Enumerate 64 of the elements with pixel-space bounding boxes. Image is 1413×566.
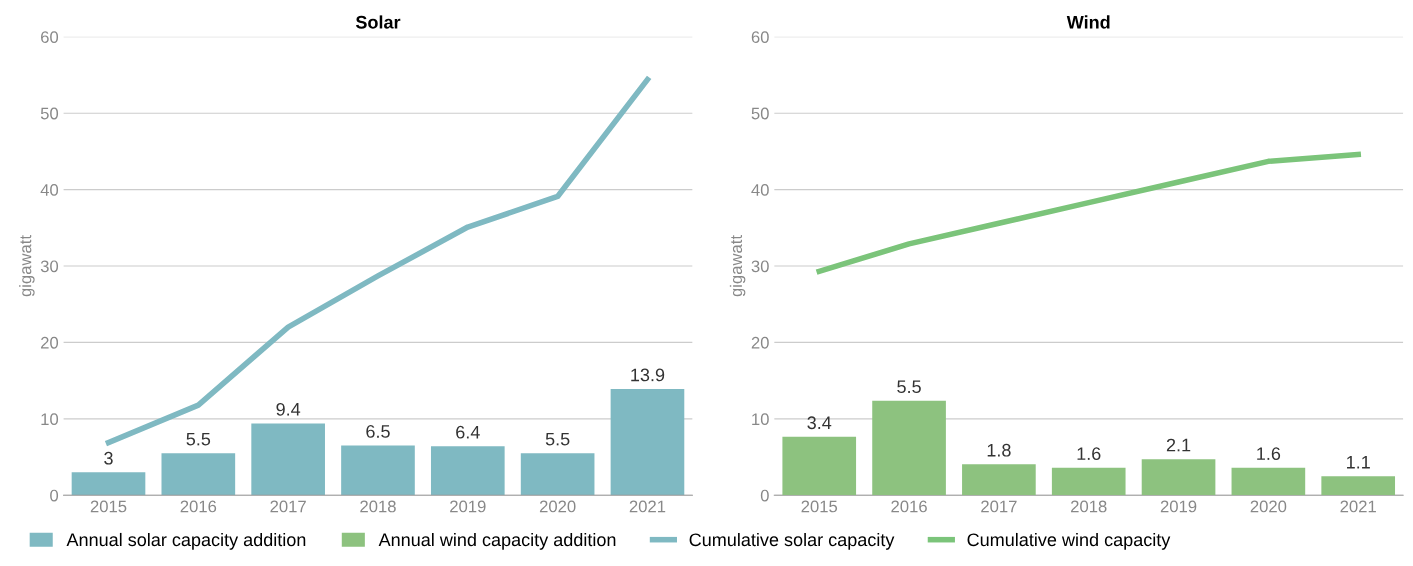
data-label: 3 [104, 451, 113, 465]
x-tick-label: 2019 [450, 500, 486, 513]
y-tick-label: 20 [41, 336, 59, 349]
x-tick-label: 2017 [981, 500, 1017, 513]
chart-title: Wind [1066, 15, 1110, 29]
data-label: 6.5 [366, 425, 390, 438]
y-tick-label: 40 [40, 184, 59, 196]
bar [872, 400, 946, 496]
data-label: 9.4 [276, 402, 301, 416]
x-tick-label: 2020 [539, 500, 576, 513]
bar [161, 453, 236, 496]
y-tick-label: 10 [752, 413, 769, 426]
legend-label: Annual wind capacity addition [378, 532, 616, 550]
chart-title: Solar [355, 15, 401, 29]
legend-label: Cumulative solar capacity [689, 532, 895, 550]
y-tick-label: 0 [50, 489, 59, 502]
x-tick-label: 2018 [1071, 500, 1107, 513]
x-tick-label: 2021 [1340, 500, 1376, 513]
x-tick-label: 2016 [891, 500, 927, 513]
bar [1321, 476, 1396, 496]
bar [520, 453, 595, 496]
x-tick-label: 2017 [270, 500, 306, 513]
data-label: 5.5 [545, 432, 570, 446]
y-tick-label: 50 [751, 107, 769, 120]
data-label: 6.4 [456, 425, 480, 439]
y-tick-label: 60 [41, 31, 59, 43]
y-tick-label: 60 [751, 31, 769, 43]
legend-label: Annual solar capacity addition [66, 532, 306, 550]
x-tick-label: 2018 [360, 500, 396, 513]
data-label: 1.6 [1077, 447, 1101, 461]
data-label: 1.1 [1347, 456, 1370, 469]
x-tick-label: 2019 [1160, 500, 1197, 513]
bar [430, 446, 505, 496]
bar [610, 389, 685, 496]
data-label: 13.9 [631, 368, 665, 382]
y-tick-label: 20 [751, 336, 769, 349]
bar [251, 423, 325, 496]
bar [782, 436, 857, 496]
y-tick-label: 50 [40, 107, 59, 120]
y-axis-title: gigawatt [729, 235, 746, 297]
y-tick-label: 40 [751, 184, 769, 196]
data-label: 5.5 [897, 380, 921, 394]
bar [341, 445, 415, 496]
bar [1231, 467, 1306, 496]
data-label: 3.4 [807, 416, 832, 430]
y-tick-label: 10 [41, 413, 59, 426]
legend-label: Cumulative wind capacity [967, 532, 1171, 550]
y-axis-title: gigawatt [19, 235, 35, 297]
data-label: 1.8 [987, 443, 1011, 457]
data-label: 2.1 [1166, 438, 1191, 452]
x-tick-label: 2016 [180, 500, 217, 513]
data-label: 1.6 [1257, 447, 1281, 461]
x-tick-label: 2021 [629, 500, 666, 513]
bar [962, 464, 1036, 496]
bar [1141, 459, 1216, 496]
data-label: 5.5 [186, 432, 211, 446]
y-tick-label: 30 [40, 260, 59, 273]
x-tick-label: 2015 [801, 500, 838, 513]
y-tick-label: 0 [760, 489, 769, 502]
bar [71, 472, 146, 496]
x-tick-label: 2020 [1250, 500, 1287, 513]
bar [1051, 467, 1126, 496]
y-tick-label: 30 [751, 260, 769, 273]
x-tick-label: 2015 [90, 500, 127, 513]
